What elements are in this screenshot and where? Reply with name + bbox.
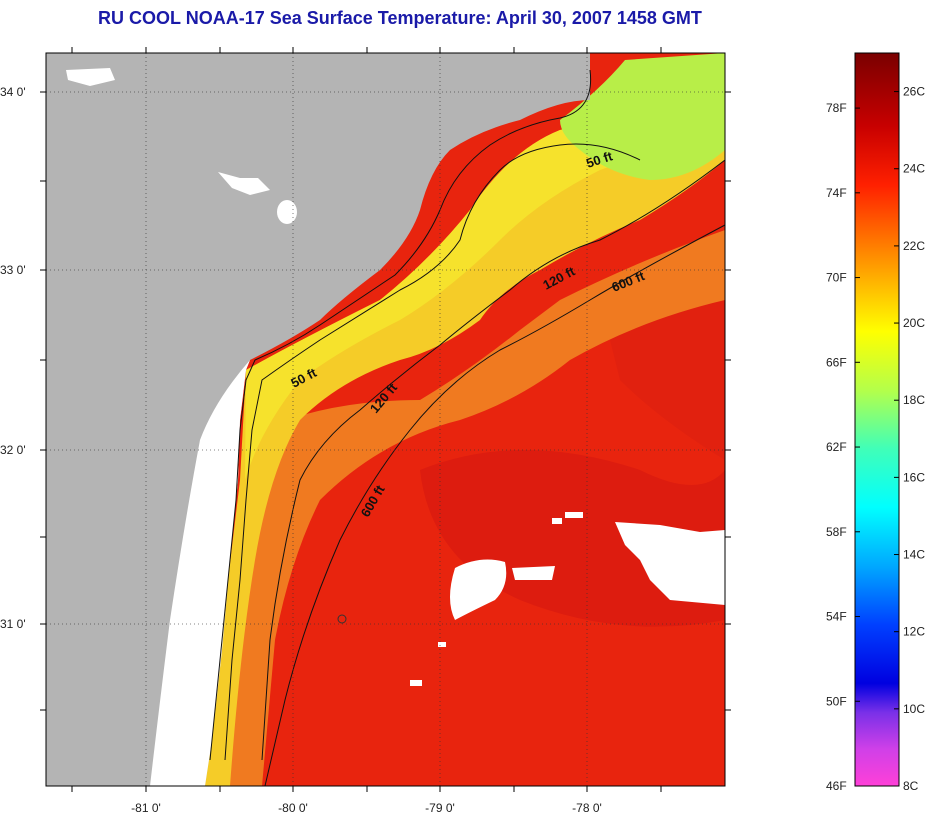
- lat-tick-label: 33 0': [0, 263, 26, 277]
- celsius-label: 12C: [903, 625, 925, 639]
- lat-tick-label: 34 0': [0, 85, 26, 99]
- isobath-600ft: [264, 224, 725, 786]
- inland-lake: [218, 172, 270, 195]
- color-bar-ticks: [855, 91, 899, 787]
- celsius-label: 26C: [903, 85, 925, 99]
- yellow-shelf-water: [205, 55, 725, 786]
- cloud-patch: [410, 680, 422, 686]
- coastline: [209, 69, 592, 761]
- buoy-marker: [337, 614, 347, 624]
- map-title: RU COOL NOAA-17 Sea Surface Temperature:…: [98, 8, 702, 28]
- coastal-no-data: [150, 360, 250, 786]
- color-bar: [854, 52, 900, 787]
- celsius-label: 16C: [903, 470, 925, 484]
- cloud-patch: [615, 522, 725, 605]
- cloud-patch: [552, 518, 562, 524]
- fahrenheit-label: 66F: [826, 355, 847, 369]
- celsius-label: 20C: [903, 316, 925, 330]
- fahrenheit-label: 50F: [826, 694, 847, 708]
- celsius-label: 22C: [903, 239, 925, 253]
- lat-tick-label: 31 0': [0, 617, 26, 631]
- celsius-label: 24C: [903, 162, 925, 176]
- cloud-patch: [565, 512, 583, 518]
- cloud-patch: [438, 642, 446, 647]
- lat-tick-label: 32 0': [0, 443, 26, 457]
- lon-tick-label: -81 0': [131, 801, 161, 815]
- fahrenheit-label: 58F: [826, 525, 847, 539]
- fahrenheit-label: 70F: [826, 271, 847, 285]
- celsius-label: 10C: [903, 702, 925, 716]
- color-bar-labels: 78F 74F 70F 66F 62F 58F 54F 50F 46F 26C 24C 22C 20C 1…: [826, 85, 925, 793]
- fahrenheit-label: 78F: [826, 101, 847, 115]
- fahrenheit-label: 46F: [826, 779, 847, 793]
- lon-tick-label: -79 0': [425, 801, 455, 815]
- inland-lake: [277, 200, 297, 224]
- cloud-patch: [450, 559, 507, 620]
- inland-lake: [66, 68, 115, 86]
- celsius-label: 14C: [903, 548, 925, 562]
- green-cool-water: [560, 53, 725, 180]
- celsius-label: 18C: [903, 393, 925, 407]
- map-ticks: [40, 47, 731, 792]
- isobath-50ft: [224, 143, 641, 761]
- lon-tick-label: -80 0': [278, 801, 308, 815]
- lon-tick-label: -78 0': [572, 801, 602, 815]
- celsius-label: 8C: [903, 779, 919, 793]
- fahrenheit-label: 54F: [826, 610, 847, 624]
- cloud-patch: [512, 566, 555, 580]
- fahrenheit-label: 74F: [826, 186, 847, 200]
- fahrenheit-label: 62F: [826, 440, 847, 454]
- map-frame: [45, 52, 726, 787]
- orange-band: [205, 230, 725, 786]
